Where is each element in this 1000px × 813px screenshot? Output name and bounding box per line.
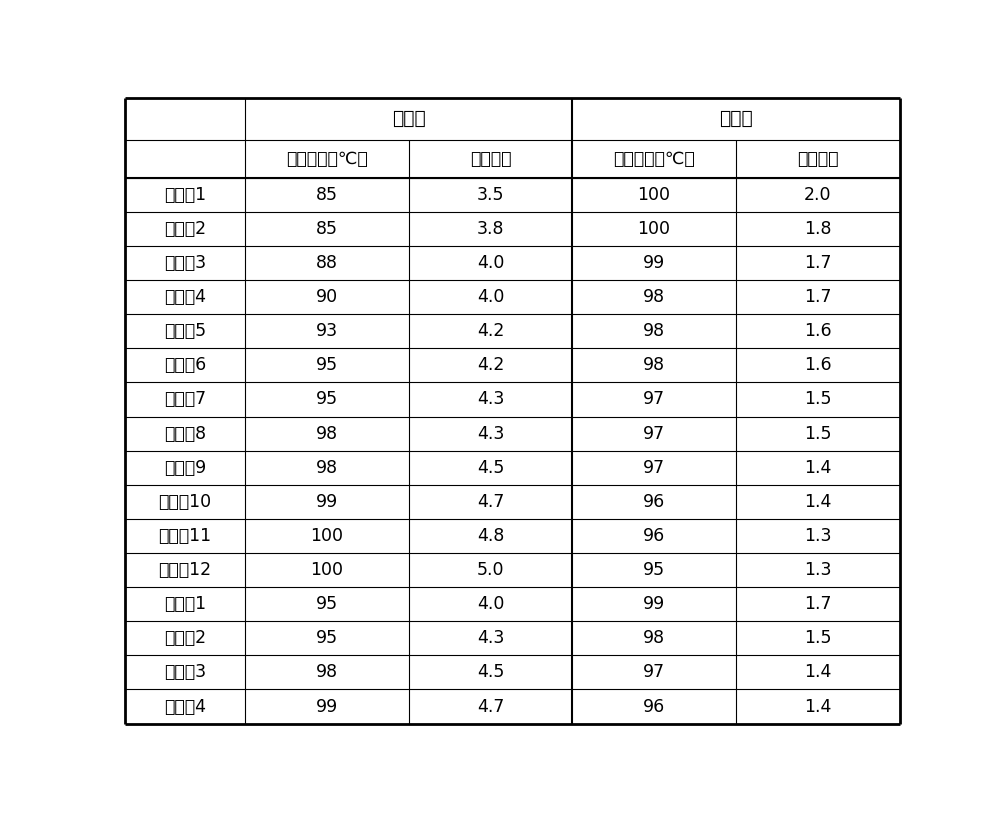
Text: 实施例4: 实施例4 (164, 288, 206, 307)
Text: 100: 100 (637, 185, 670, 204)
Text: 99: 99 (643, 595, 665, 613)
Text: 实施例12: 实施例12 (158, 561, 212, 579)
Text: 4.0: 4.0 (477, 288, 504, 307)
Text: 4.0: 4.0 (477, 595, 504, 613)
Text: 4.0: 4.0 (477, 254, 504, 272)
Text: 1.4: 1.4 (804, 459, 832, 476)
Text: 2.0: 2.0 (804, 185, 832, 204)
Text: 4.7: 4.7 (477, 493, 504, 511)
Text: 1.7: 1.7 (804, 288, 832, 307)
Text: 4.3: 4.3 (477, 629, 504, 647)
Text: 1.5: 1.5 (804, 390, 832, 408)
Text: 4.8: 4.8 (477, 527, 504, 545)
Text: 3.8: 3.8 (477, 220, 504, 238)
Text: 1.8: 1.8 (804, 220, 832, 238)
Text: 85: 85 (316, 185, 338, 204)
Text: 1.6: 1.6 (804, 356, 832, 374)
Text: 85: 85 (316, 220, 338, 238)
Text: 实施例5: 实施例5 (164, 322, 206, 340)
Text: 4.3: 4.3 (477, 424, 504, 442)
Text: 4.3: 4.3 (477, 390, 504, 408)
Text: 90: 90 (316, 288, 338, 307)
Text: 99: 99 (316, 493, 338, 511)
Text: 98: 98 (316, 459, 338, 476)
Text: 水浴温度（℃）: 水浴温度（℃） (286, 150, 368, 168)
Text: 1.3: 1.3 (804, 527, 832, 545)
Text: 95: 95 (643, 561, 665, 579)
Text: 100: 100 (637, 220, 670, 238)
Text: 实施例7: 实施例7 (164, 390, 206, 408)
Text: 实施例9: 实施例9 (164, 459, 206, 476)
Text: 3.5: 3.5 (477, 185, 504, 204)
Text: 97: 97 (643, 663, 665, 681)
Text: 4.2: 4.2 (477, 322, 504, 340)
Text: 比较例3: 比较例3 (164, 663, 206, 681)
Text: 前牵伸: 前牵伸 (392, 109, 426, 128)
Text: 实施例2: 实施例2 (164, 220, 206, 238)
Text: 95: 95 (316, 595, 338, 613)
Text: 95: 95 (316, 629, 338, 647)
Text: 比较例1: 比较例1 (164, 595, 206, 613)
Text: 1.4: 1.4 (804, 493, 832, 511)
Text: 97: 97 (643, 390, 665, 408)
Text: 4.7: 4.7 (477, 698, 504, 715)
Text: 100: 100 (310, 527, 343, 545)
Text: 1.5: 1.5 (804, 424, 832, 442)
Text: 1.5: 1.5 (804, 629, 832, 647)
Text: 实施例3: 实施例3 (164, 254, 206, 272)
Text: 1.6: 1.6 (804, 322, 832, 340)
Text: 88: 88 (316, 254, 338, 272)
Text: 水浴温度（℃）: 水浴温度（℃） (613, 150, 695, 168)
Text: 99: 99 (643, 254, 665, 272)
Text: 96: 96 (643, 493, 665, 511)
Text: 97: 97 (643, 424, 665, 442)
Text: 1.7: 1.7 (804, 254, 832, 272)
Text: 实施例10: 实施例10 (158, 493, 212, 511)
Text: 实施例8: 实施例8 (164, 424, 206, 442)
Text: 比较例2: 比较例2 (164, 629, 206, 647)
Text: 实施例6: 实施例6 (164, 356, 206, 374)
Text: 96: 96 (643, 698, 665, 715)
Text: 1.3: 1.3 (804, 561, 832, 579)
Text: 98: 98 (643, 322, 665, 340)
Text: 实施例1: 实施例1 (164, 185, 206, 204)
Text: 98: 98 (643, 356, 665, 374)
Text: 1.7: 1.7 (804, 595, 832, 613)
Text: 98: 98 (316, 663, 338, 681)
Text: 牵伸倍数: 牵伸倍数 (470, 150, 511, 168)
Text: 实施例11: 实施例11 (158, 527, 212, 545)
Text: 93: 93 (316, 322, 338, 340)
Text: 95: 95 (316, 390, 338, 408)
Text: 97: 97 (643, 459, 665, 476)
Text: 1.4: 1.4 (804, 698, 832, 715)
Text: 4.2: 4.2 (477, 356, 504, 374)
Text: 牵伸倍数: 牵伸倍数 (797, 150, 839, 168)
Text: 1.4: 1.4 (804, 663, 832, 681)
Text: 95: 95 (316, 356, 338, 374)
Text: 99: 99 (316, 698, 338, 715)
Text: 5.0: 5.0 (477, 561, 504, 579)
Text: 98: 98 (643, 629, 665, 647)
Text: 98: 98 (643, 288, 665, 307)
Text: 4.5: 4.5 (477, 663, 504, 681)
Text: 100: 100 (310, 561, 343, 579)
Text: 98: 98 (316, 424, 338, 442)
Text: 比较例4: 比较例4 (164, 698, 206, 715)
Text: 后牵伸: 后牵伸 (719, 109, 753, 128)
Text: 4.5: 4.5 (477, 459, 504, 476)
Text: 96: 96 (643, 527, 665, 545)
